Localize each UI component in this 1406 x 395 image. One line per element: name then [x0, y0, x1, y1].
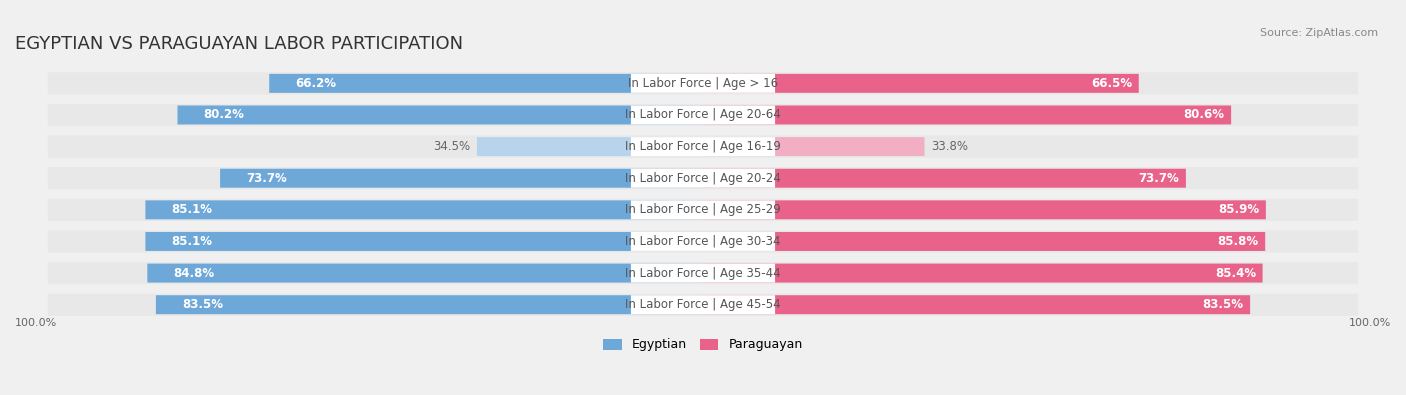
Text: 100.0%: 100.0%	[1348, 318, 1391, 328]
FancyBboxPatch shape	[631, 200, 775, 219]
Text: 83.5%: 83.5%	[1202, 298, 1243, 311]
Text: In Labor Force | Age 35-44: In Labor Force | Age 35-44	[626, 267, 780, 280]
FancyBboxPatch shape	[631, 169, 775, 188]
FancyBboxPatch shape	[48, 167, 1358, 189]
FancyBboxPatch shape	[48, 293, 1358, 316]
FancyBboxPatch shape	[631, 105, 775, 124]
Text: 83.5%: 83.5%	[183, 298, 224, 311]
Text: 85.1%: 85.1%	[172, 203, 212, 216]
Text: In Labor Force | Age 16-19: In Labor Force | Age 16-19	[626, 140, 780, 153]
FancyBboxPatch shape	[48, 230, 1358, 252]
FancyBboxPatch shape	[145, 232, 703, 251]
FancyBboxPatch shape	[48, 104, 1358, 126]
FancyBboxPatch shape	[269, 74, 703, 93]
FancyBboxPatch shape	[148, 263, 703, 282]
FancyBboxPatch shape	[145, 200, 703, 219]
FancyBboxPatch shape	[48, 199, 1358, 221]
FancyBboxPatch shape	[48, 262, 1358, 284]
Text: In Labor Force | Age > 16: In Labor Force | Age > 16	[628, 77, 778, 90]
Text: 33.8%: 33.8%	[931, 140, 967, 153]
Text: 85.1%: 85.1%	[172, 235, 212, 248]
Text: In Labor Force | Age 20-24: In Labor Force | Age 20-24	[626, 172, 780, 185]
FancyBboxPatch shape	[177, 105, 703, 124]
Legend: Egyptian, Paraguayan: Egyptian, Paraguayan	[599, 333, 807, 356]
Text: 85.9%: 85.9%	[1218, 203, 1260, 216]
FancyBboxPatch shape	[631, 263, 775, 282]
Text: 66.5%: 66.5%	[1091, 77, 1132, 90]
FancyBboxPatch shape	[703, 295, 1250, 314]
FancyBboxPatch shape	[631, 295, 775, 314]
Text: 80.6%: 80.6%	[1184, 109, 1225, 122]
Text: 84.8%: 84.8%	[173, 267, 215, 280]
FancyBboxPatch shape	[221, 169, 703, 188]
FancyBboxPatch shape	[703, 74, 1139, 93]
FancyBboxPatch shape	[156, 295, 703, 314]
FancyBboxPatch shape	[703, 137, 925, 156]
FancyBboxPatch shape	[703, 105, 1232, 124]
Text: 85.8%: 85.8%	[1218, 235, 1258, 248]
Text: Source: ZipAtlas.com: Source: ZipAtlas.com	[1260, 28, 1378, 38]
FancyBboxPatch shape	[631, 232, 775, 251]
FancyBboxPatch shape	[48, 135, 1358, 158]
FancyBboxPatch shape	[703, 200, 1265, 219]
FancyBboxPatch shape	[631, 137, 775, 156]
FancyBboxPatch shape	[477, 137, 703, 156]
FancyBboxPatch shape	[703, 263, 1263, 282]
Text: In Labor Force | Age 25-29: In Labor Force | Age 25-29	[626, 203, 780, 216]
Text: In Labor Force | Age 45-54: In Labor Force | Age 45-54	[626, 298, 780, 311]
Text: 80.2%: 80.2%	[204, 109, 245, 122]
FancyBboxPatch shape	[631, 74, 775, 93]
Text: 73.7%: 73.7%	[1139, 172, 1180, 185]
Text: 73.7%: 73.7%	[246, 172, 287, 185]
FancyBboxPatch shape	[703, 232, 1265, 251]
Text: EGYPTIAN VS PARAGUAYAN LABOR PARTICIPATION: EGYPTIAN VS PARAGUAYAN LABOR PARTICIPATI…	[15, 35, 463, 53]
Text: 85.4%: 85.4%	[1215, 267, 1256, 280]
Text: In Labor Force | Age 20-64: In Labor Force | Age 20-64	[626, 109, 780, 122]
Text: 34.5%: 34.5%	[433, 140, 471, 153]
FancyBboxPatch shape	[703, 169, 1185, 188]
FancyBboxPatch shape	[48, 72, 1358, 94]
Text: In Labor Force | Age 30-34: In Labor Force | Age 30-34	[626, 235, 780, 248]
Text: 100.0%: 100.0%	[15, 318, 58, 328]
Text: 66.2%: 66.2%	[295, 77, 336, 90]
